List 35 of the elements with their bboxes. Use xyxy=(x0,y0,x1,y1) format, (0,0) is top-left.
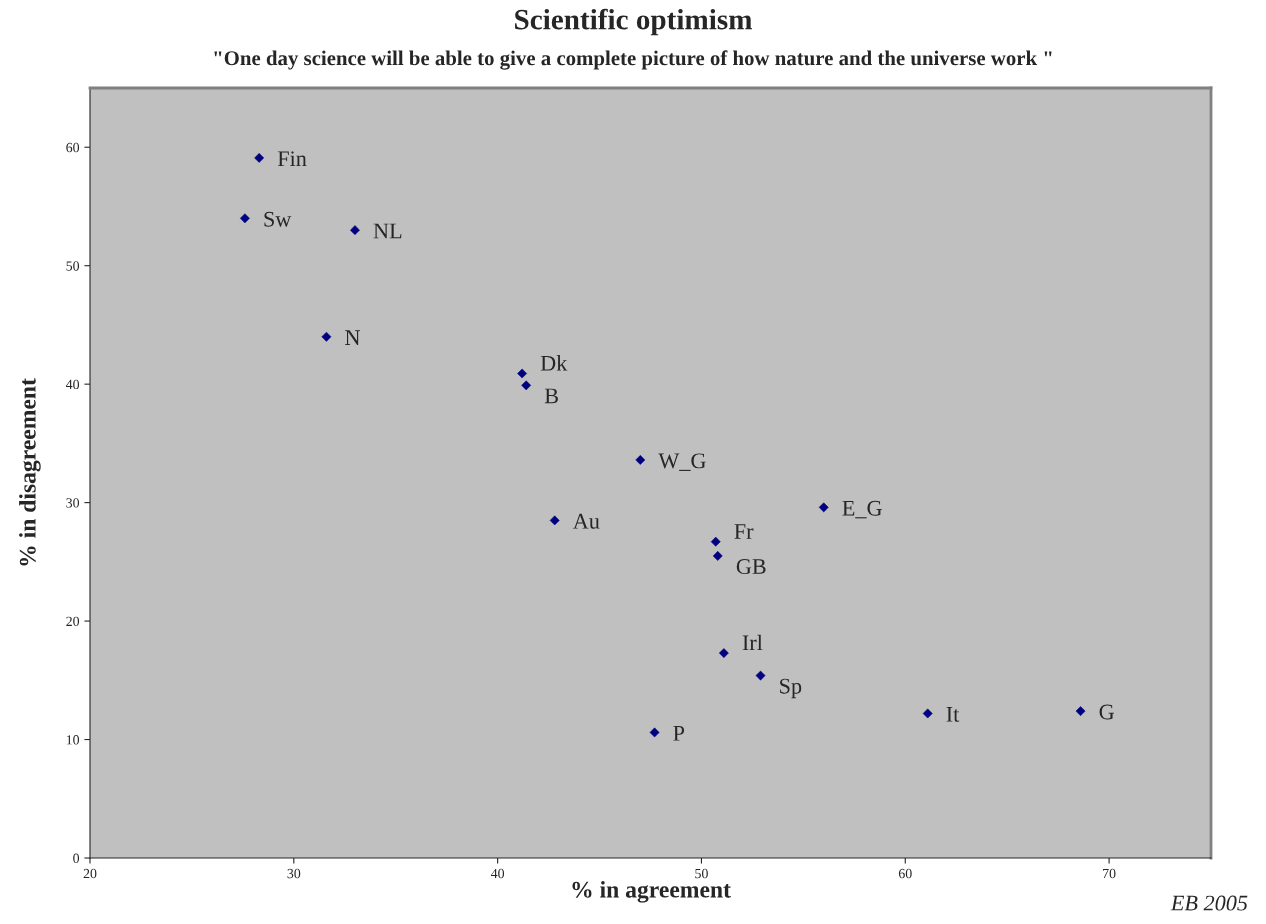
y-axis-title: % in disagreement xyxy=(19,378,41,566)
x-tick-label: 50 xyxy=(695,868,708,879)
point xyxy=(517,368,527,379)
y-tick-label: 40 xyxy=(65,379,80,390)
text: EB 2005 xyxy=(1170,895,1248,911)
annotation: W_G xyxy=(658,453,706,471)
annotation: N xyxy=(345,330,361,345)
x-tick-label: 60 xyxy=(898,868,912,879)
x-tick-label: 40 xyxy=(490,868,505,879)
annotation: NL xyxy=(373,223,402,239)
annotation: Irl xyxy=(742,634,763,651)
y-tick-label: 20 xyxy=(66,616,80,627)
x-tick-label: 30 xyxy=(287,868,301,879)
annotation: Dk xyxy=(540,355,568,371)
annotation: It xyxy=(946,707,960,722)
y-tick-label: 30 xyxy=(66,498,80,508)
annotation: P xyxy=(673,726,685,741)
y-tick-label: 10 xyxy=(66,735,80,745)
y-tick-label: 50 xyxy=(66,261,80,271)
annotation: Fin xyxy=(277,151,307,167)
x-tick-label: 70 xyxy=(1103,868,1116,879)
x-axis-title: % in agreement xyxy=(572,881,731,903)
y-tick-label: 60 xyxy=(66,142,80,153)
annotation: E_G xyxy=(842,500,882,519)
annotation: GB xyxy=(736,559,766,574)
chart-subtitle: "One day science will be able to give a complete picture of how nature and the universe work " xyxy=(214,50,1052,70)
annotation: B xyxy=(544,388,558,404)
annotation: Sw xyxy=(264,211,292,227)
annotation: Sp xyxy=(780,678,802,699)
x-tick-label: 20 xyxy=(83,868,97,879)
annotation: Fr xyxy=(734,524,754,539)
chart-title: Scientific optimism xyxy=(515,8,752,36)
annotation: G xyxy=(1099,704,1114,720)
annotation: Au xyxy=(572,513,600,529)
y-tick-label: 0 xyxy=(73,853,80,863)
